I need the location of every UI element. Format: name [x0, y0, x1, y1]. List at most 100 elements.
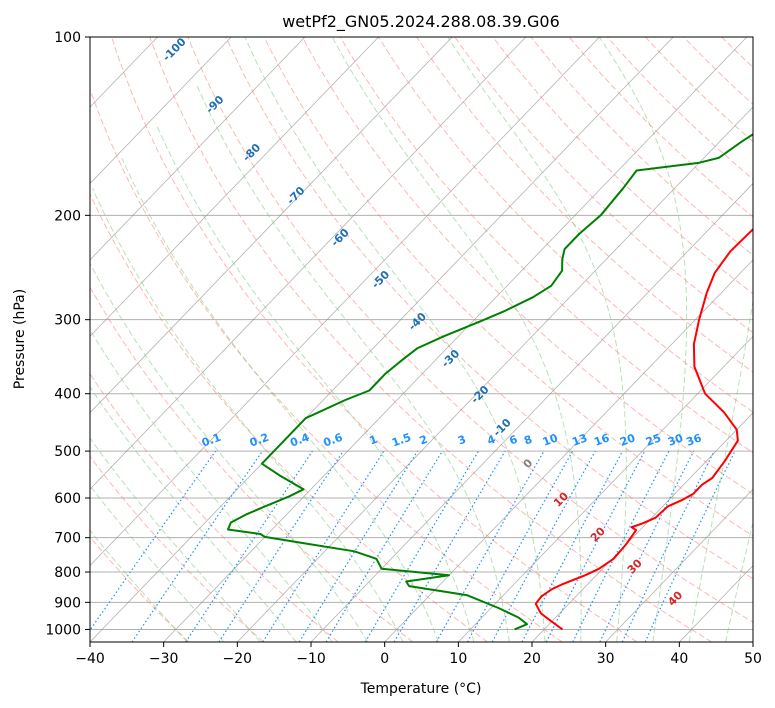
dry-adiabat [149, 37, 712, 642]
mixing-ratio-line [435, 450, 545, 642]
dry-adiabat-label: -30 [439, 347, 462, 370]
sounding-profiles [227, 133, 753, 631]
moist-adiabat [331, 37, 582, 642]
mixing-ratio-label: 3 [456, 433, 468, 448]
y-axis-title: Pressure (hPa) [12, 289, 28, 389]
dry-adiabat-label: 40 [665, 588, 685, 608]
dry-adiabat [683, 37, 753, 106]
dry-adiabat [454, 37, 753, 334]
mixing-ratio-line [262, 450, 385, 642]
mixing-ratio-label: 2 [418, 433, 430, 448]
mixing-ratio-line [218, 450, 344, 642]
mixing-ratio-line [491, 450, 596, 642]
mixing-ratio-label: 0.1 [200, 431, 223, 450]
mixing-ratio-label: 10 [541, 431, 560, 449]
mixing-ratio-line [298, 450, 419, 642]
y-tick-label: 400 [54, 387, 81, 403]
x-tick-label: −40 [75, 651, 105, 667]
dry-adiabat-label: 30 [625, 556, 645, 576]
dry-adiabat [760, 37, 775, 642]
dry-adiabat [90, 372, 339, 642]
isotherm-line [531, 412, 753, 642]
dry-adiabat [111, 37, 638, 642]
mixing-ratio-label: 1 [368, 433, 380, 448]
mixing-ratio-label: 0.2 [248, 431, 271, 450]
moist-adiabat [598, 37, 688, 642]
dry-adiabat [339, 37, 753, 454]
x-axis: −40 −30 −20 −10 0 10 20 30 40 50 [75, 642, 762, 667]
dry-adiabat [90, 536, 190, 642]
x-tick-label: 40 [670, 651, 688, 667]
dry-adiabat-label: -20 [468, 383, 491, 406]
mixing-ratio-label: 36 [684, 431, 703, 449]
moist-adiabat [90, 262, 369, 642]
y-tick-label: 200 [54, 208, 81, 224]
y-tick-label: 800 [54, 565, 81, 581]
y-tick-label: 500 [54, 444, 81, 460]
mixing-ratio-line [466, 450, 574, 642]
plot-frame [89, 36, 754, 643]
dry-adiabat [90, 455, 264, 642]
isotherms [0, 37, 753, 642]
y-tick-label: 1000 [45, 622, 81, 638]
dry-adiabat [378, 37, 753, 413]
isotherm-line [237, 106, 753, 642]
isotherm-line [752, 641, 753, 642]
isotherm-line [310, 182, 753, 642]
mixing-ratio-lines [90, 450, 736, 642]
y-tick-label: 300 [54, 313, 81, 329]
moist-adiabat [90, 484, 225, 642]
isotherm-line [90, 37, 453, 414]
mixing-ratio-line [185, 450, 313, 642]
mixing-ratio-label: 0.4 [288, 431, 311, 450]
isotherm-line [384, 259, 753, 642]
mixing-ratio-line [644, 450, 736, 642]
dry-adiabat [721, 37, 753, 68]
mixing-ratio-line [90, 450, 217, 632]
moist-adiabat [447, 37, 627, 642]
moist-adiabat [90, 328, 333, 642]
dry-adiabat [187, 37, 753, 623]
isotherm-line [0, 37, 10, 642]
mixing-ratio-label: 30 [666, 431, 685, 449]
chart-title: wetPf2_GN05.2024.288.08.39.G06 [282, 12, 560, 32]
y-tick-label: 100 [54, 30, 81, 46]
moist-adiabat [92, 187, 404, 642]
mixing-ratio-label: 6 [508, 433, 520, 448]
x-tick-label: −30 [149, 651, 179, 667]
moist-adiabat [90, 437, 261, 642]
mixing-ratio-label: 20 [618, 431, 637, 449]
mixing-ratio-label: 13 [570, 431, 589, 448]
moist-adiabat [121, 157, 439, 642]
dry-adiabat [225, 37, 753, 580]
moist-adiabat [195, 83, 510, 642]
plot-area: -100-90-80-70-60-50-40-30-20-10010203040… [0, 37, 775, 642]
dry-adiabat [90, 193, 488, 642]
dry-adiabat-label: 10 [551, 489, 571, 509]
mixing-ratio-label: 4 [485, 433, 497, 448]
mixing-ratio-label: 0.6 [322, 431, 345, 450]
x-tick-label: 50 [744, 651, 762, 667]
mixing-ratio-label: 25 [644, 431, 663, 448]
isotherm-line [90, 37, 600, 567]
dry-adiabat [416, 37, 753, 373]
dry-adiabat [263, 37, 753, 537]
dry-adiabat [301, 37, 753, 495]
moist-adiabat [688, 297, 753, 642]
y-tick-label: 900 [54, 595, 81, 611]
dry-adiabat [568, 37, 753, 218]
x-tick-label: −10 [296, 651, 326, 667]
dry-adiabat-label: 20 [588, 524, 608, 544]
x-tick-label: −20 [223, 651, 253, 667]
isotherm-line [90, 37, 232, 185]
x-tick-label: 0 [380, 651, 389, 667]
dry-adiabat-label: -60 [328, 226, 351, 249]
x-tick-label: 20 [523, 651, 541, 667]
mixing-ratio-label: 16 [592, 431, 611, 449]
isotherm-line [163, 37, 748, 642]
dry-adiabat-label: -80 [240, 141, 263, 164]
dry-adiabat [90, 286, 414, 642]
temperature-profile-line [534, 227, 753, 631]
dry-adiabat [90, 87, 563, 642]
